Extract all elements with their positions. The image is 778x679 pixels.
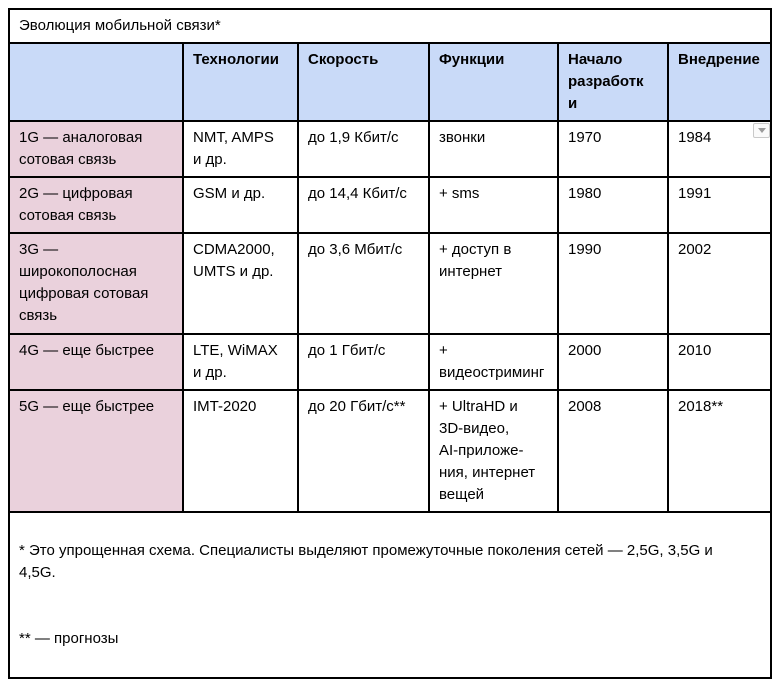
cell-generation: 2G — цифровая сотовая связь bbox=[8, 176, 184, 234]
table-row-1g: 1G — аналоговая сотовая связь NMT, AMPS … bbox=[8, 120, 773, 178]
header-row: Технологии Скорость Функции Начало разра… bbox=[8, 42, 773, 122]
table-row-2g: 2G — цифровая сотовая связь GSM и др. до… bbox=[8, 176, 773, 234]
table-row-5g: 5G — еще быстрее IMT-2020 до 20 Гбит/с**… bbox=[8, 389, 773, 513]
cell-dev-start: 1980 bbox=[557, 176, 669, 234]
cell-functions: + UltraHD и 3D-видео, AI-приложе- ния, и… bbox=[428, 389, 559, 513]
cell-technologies: NMT, AMPS и др. bbox=[182, 120, 299, 178]
cell-generation: 5G — еще быстрее bbox=[8, 389, 184, 513]
dropdown-button[interactable] bbox=[753, 123, 770, 138]
cell-deployment: 2010 bbox=[666, 333, 773, 391]
cell-dev-start: 2008 bbox=[557, 389, 669, 513]
column-header-technologies: Технологии bbox=[182, 42, 299, 122]
cell-technologies: IMT-2020 bbox=[182, 389, 299, 513]
column-header-functions: Функции bbox=[428, 42, 559, 122]
table-title: Эволюция мобильной связи* bbox=[7, 8, 773, 44]
page: Эволюция мобильной связи* Технологии Ско… bbox=[7, 8, 773, 679]
cell-technologies: GSM и др. bbox=[182, 176, 299, 234]
cell-dev-start: 1970 bbox=[557, 120, 669, 178]
cell-functions: + sms bbox=[428, 176, 559, 234]
cell-generation: 3G — широкополосная цифровая сотовая свя… bbox=[8, 232, 184, 335]
footnote-scheme-note: * Это упрощенная схема. Специалисты выде… bbox=[19, 542, 713, 581]
cell-speed: до 1 Гбит/с bbox=[297, 333, 430, 391]
cell-deployment: 2002 bbox=[666, 232, 773, 335]
cell-speed: до 14,4 Кбит/с bbox=[297, 176, 430, 234]
footnotes-cell: * Это упрощенная схема. Специалисты выде… bbox=[7, 511, 773, 679]
cell-technologies: LTE, WiMAX и др. bbox=[182, 333, 299, 391]
chevron-down-icon bbox=[757, 128, 766, 133]
cell-deployment: 1991 bbox=[666, 176, 773, 234]
title-row: Эволюция мобильной связи* bbox=[7, 8, 773, 44]
cell-generation: 4G — еще быстрее bbox=[8, 333, 184, 391]
cell-speed: до 1,9 Кбит/с bbox=[297, 120, 430, 178]
cell-functions: звонки bbox=[428, 120, 559, 178]
cell-deployment: 1984 bbox=[666, 120, 773, 178]
cell-speed: до 3,6 Мбит/с bbox=[297, 232, 430, 335]
table-row-3g: 3G — широкополосная цифровая сотовая свя… bbox=[8, 232, 773, 335]
footnotes-row: * Это упрощенная схема. Специалисты выде… bbox=[7, 511, 773, 679]
table-row-4g: 4G — еще быстрее LTE, WiMAX и др. до 1 Г… bbox=[8, 333, 773, 391]
cell-functions: + видеостриминг bbox=[428, 333, 559, 391]
cell-deployment: 2018** bbox=[666, 389, 773, 513]
cell-generation: 1G — аналоговая сотовая связь bbox=[8, 120, 184, 178]
footnote-forecast-note: ** — прогнозы bbox=[19, 630, 119, 647]
cell-dev-start: 2000 bbox=[557, 333, 669, 391]
column-header-generation bbox=[8, 42, 184, 122]
column-header-deployment: Внедрение bbox=[666, 42, 773, 122]
cell-speed: до 20 Гбит/с** bbox=[297, 389, 430, 513]
cell-dev-start: 1990 bbox=[557, 232, 669, 335]
column-header-dev-start: Начало разработк и bbox=[557, 42, 669, 122]
cell-functions: + доступ в интернет bbox=[428, 232, 559, 335]
column-header-speed: Скорость bbox=[297, 42, 430, 122]
cell-technologies: CDMA2000, UMTS и др. bbox=[182, 232, 299, 335]
mobile-evolution-table: Эволюция мобильной связи* Технологии Ско… bbox=[7, 8, 773, 679]
